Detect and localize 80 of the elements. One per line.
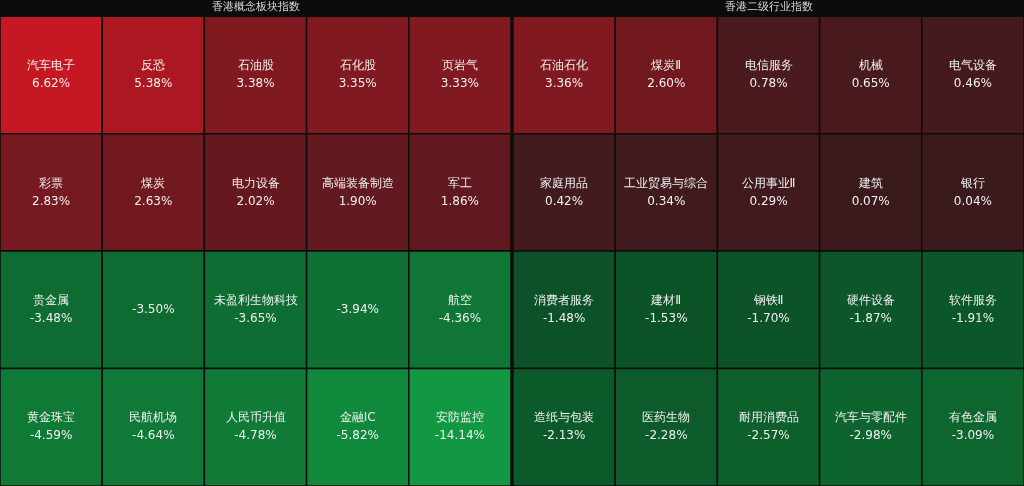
data-label: -2.57% (747, 428, 790, 443)
data-label: 3.33% (440, 76, 479, 91)
data-label: -1.87% (849, 310, 892, 325)
category-label: 未盈利生物科技 (213, 292, 298, 307)
category-label: 石油石化 (540, 58, 589, 73)
category-label: 医药生物 (642, 410, 691, 425)
category-label: 石化股 (339, 58, 376, 73)
category-label: 银行 (959, 175, 985, 190)
text: 香港二级行业指数 (724, 0, 813, 14)
category-label: 电气设备 (948, 58, 997, 73)
category-label: 石油股 (237, 58, 274, 73)
data-label: -4.59% (29, 428, 73, 443)
category-label: 公用事业Ⅱ (741, 175, 796, 190)
data-label: -3.94% (336, 301, 379, 316)
data-label: 2.63% (134, 193, 173, 208)
category-label: 金融IC (339, 410, 376, 425)
category-label: 高端装备制造 (321, 175, 394, 190)
data-label: 2.83% (32, 193, 71, 208)
data-label: 3.38% (236, 76, 275, 91)
category-label: 硬件设备 (846, 292, 895, 307)
data-label: 0.65% (851, 76, 890, 91)
category-label: 造纸与包装 (534, 410, 595, 425)
data-label: 3.36% (545, 76, 584, 91)
category-label: 工业贸易与综合 (624, 175, 709, 190)
category-label: 耐用消费品 (738, 410, 799, 425)
data-label: 5.38% (134, 76, 173, 91)
data-label: 0.42% (545, 193, 584, 208)
data-label: 0.78% (749, 76, 788, 91)
category-label: 反恐 (141, 58, 166, 73)
category-label: 民航机场 (129, 410, 178, 425)
category-label: 黄金珠宝 (27, 410, 76, 425)
category-label: 煤炭Ⅱ (651, 58, 682, 73)
text: 香港概念板块指数 (211, 0, 300, 14)
category-label: 家庭用品 (540, 175, 589, 190)
category-label: 航空 (447, 292, 472, 307)
category-label: 人民币升值 (225, 410, 286, 425)
data-label: 1.86% (440, 193, 479, 208)
data-label: -1.91% (951, 310, 995, 325)
data-label: 2.02% (236, 193, 275, 208)
data-label: -4.78% (234, 428, 277, 443)
data-label: -3.48% (29, 310, 73, 325)
data-label: -1.48% (542, 310, 586, 325)
data-label: 0.29% (749, 193, 788, 208)
category-label: 彩票 (39, 175, 64, 190)
data-label: -14.14% (434, 428, 485, 443)
data-label: 1.90% (338, 193, 377, 208)
data-label: -2.98% (849, 428, 892, 443)
data-label: -4.36% (438, 310, 482, 325)
category-label: 贵金属 (33, 292, 70, 307)
category-label: 建材Ⅱ (650, 292, 682, 307)
category-label: 机械 (858, 58, 883, 73)
category-label: 消费者服务 (534, 292, 595, 307)
category-label: 安防监控 (435, 410, 484, 425)
data-label: 3.35% (338, 76, 377, 91)
category-label: 钢铁Ⅱ (752, 292, 784, 307)
data-label: -2.28% (645, 428, 688, 443)
data-label: -1.70% (747, 310, 790, 325)
data-label: 0.07% (851, 193, 890, 208)
category-label: 汽车电子 (27, 58, 76, 73)
category-label: 电力设备 (231, 175, 280, 190)
data-label: 0.46% (953, 76, 992, 91)
data-label: -3.50% (132, 301, 175, 316)
data-label: 0.34% (647, 193, 686, 208)
data-label: 2.60% (647, 76, 686, 91)
data-label: -5.82% (336, 428, 379, 443)
data-label: 0.04% (953, 193, 992, 208)
category-label: 电信服务 (744, 58, 793, 73)
data-label: -2.13% (542, 428, 586, 443)
data-label: -4.64% (132, 428, 175, 443)
category-label: 军工 (447, 175, 472, 190)
data-label: -3.65% (234, 310, 277, 325)
data-label: -1.53% (645, 310, 688, 325)
category-label: 页岩气 (441, 58, 478, 73)
category-label: 建筑 (857, 175, 883, 190)
data-label: -3.09% (951, 428, 995, 443)
category-label: 煤炭 (141, 175, 166, 190)
category-label: 有色金属 (948, 410, 997, 425)
category-label: 软件服务 (948, 292, 997, 307)
data-label: 6.62% (32, 76, 71, 91)
category-label: 汽车与零配件 (834, 410, 907, 425)
